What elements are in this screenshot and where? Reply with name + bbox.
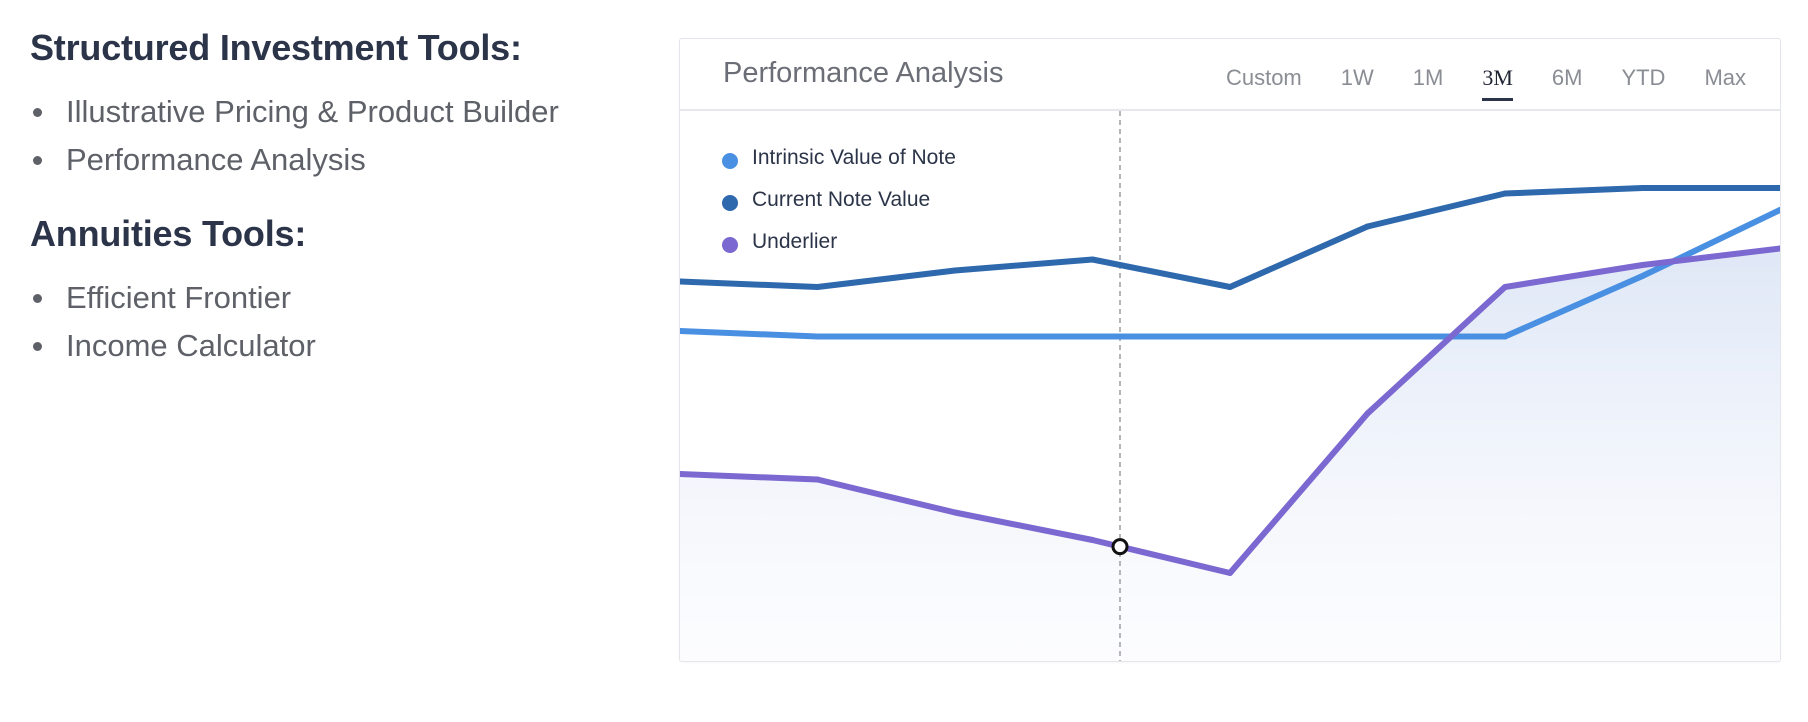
series-2-point (1089, 537, 1096, 543)
legend-dot-icon (722, 237, 738, 253)
series-1-point (680, 278, 683, 285)
section-heading-structured: Structured Investment Tools: (30, 27, 522, 68)
tab-1m[interactable]: 1M (1412, 65, 1444, 90)
series-0-point (1777, 207, 1780, 213)
series-1-point (814, 284, 821, 290)
series-2-point (1502, 284, 1508, 290)
series-2-point (814, 476, 821, 483)
legend-item-intrinsic: Intrinsic Value of Note (722, 137, 956, 179)
annuities-tools-list: Efficient Frontier Income Calculator (30, 274, 590, 370)
tab-6m[interactable]: 6M (1551, 65, 1583, 90)
panel-title: Performance Analysis (723, 57, 1004, 89)
underlier-area (680, 248, 1780, 661)
structured-tools-list: Illustrative Pricing & Product Builder P… (30, 88, 590, 184)
series-1-point (1639, 185, 1646, 191)
series-1-point (952, 267, 958, 274)
bullet-icon (33, 156, 42, 165)
series-1-point (1502, 190, 1508, 197)
series-1-point (1089, 256, 1096, 263)
list-item: Efficient Frontier (30, 274, 590, 322)
tab-1w[interactable]: 1W (1340, 65, 1374, 90)
series-2-point (952, 509, 958, 516)
tools-list-panel: Structured Investment Tools: Illustrativ… (30, 24, 590, 370)
series-1-point (1227, 284, 1233, 290)
list-item: Illustrative Pricing & Product Builder (30, 88, 590, 136)
series-2-point (680, 471, 683, 477)
series-2-point (1227, 570, 1233, 576)
legend-item-underlier: Underlier (722, 221, 956, 263)
series-2-point (1364, 410, 1371, 417)
legend-dot-icon (722, 153, 738, 169)
list-item: Performance Analysis (30, 136, 590, 184)
tab-ytd[interactable]: YTD (1621, 65, 1666, 90)
series-0-point (1639, 273, 1646, 279)
series-0-point (1227, 333, 1233, 340)
tab-max[interactable]: Max (1704, 65, 1746, 90)
series-2-point (1639, 262, 1646, 268)
time-range-tabs: Custom 1W 1M 3M 6M YTD Max (1187, 65, 1746, 101)
series-1-point (1777, 185, 1780, 191)
bullet-icon (33, 108, 42, 117)
series-0-point (952, 333, 958, 340)
panel-header: Performance Analysis Custom 1W 1M 3M 6M … (680, 39, 1780, 111)
list-item: Income Calculator (30, 322, 590, 370)
legend-dot-icon (722, 195, 738, 211)
tab-3m[interactable]: 3M (1482, 65, 1513, 101)
tab-custom[interactable]: Custom (1225, 65, 1302, 90)
series-1-point (1364, 223, 1371, 230)
bullet-icon (33, 294, 42, 303)
series-0-point (814, 333, 821, 340)
bullet-icon (33, 342, 42, 351)
series-0-point (1502, 333, 1508, 340)
cursor-marker (1111, 538, 1129, 556)
legend-item-current: Current Note Value (722, 179, 956, 221)
performance-chart[interactable] (680, 39, 1780, 661)
chart-legend: Intrinsic Value of Note Current Note Val… (722, 137, 956, 263)
series-0-point (680, 328, 683, 334)
series-0-point (1089, 333, 1096, 340)
series-0-point (1364, 333, 1371, 340)
performance-analysis-card: Performance Analysis Custom 1W 1M 3M 6M … (679, 38, 1781, 662)
series-2-point (1777, 245, 1780, 252)
section-heading-annuities: Annuities Tools: (30, 213, 307, 254)
